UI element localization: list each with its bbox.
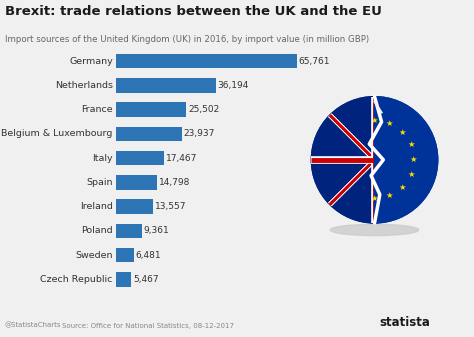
Text: ★: ★ — [407, 170, 414, 179]
Text: France: France — [81, 105, 113, 114]
Text: Italy: Italy — [92, 154, 113, 162]
Bar — [116, 54, 297, 68]
Text: 36,194: 36,194 — [217, 81, 249, 90]
Text: 13,557: 13,557 — [155, 202, 187, 211]
Text: ★: ★ — [399, 183, 406, 192]
Text: ★: ★ — [407, 140, 414, 149]
Bar — [116, 199, 154, 214]
Bar — [116, 272, 131, 286]
Text: 14,798: 14,798 — [158, 178, 190, 187]
Bar — [116, 175, 157, 190]
Text: Germany: Germany — [69, 57, 113, 65]
Text: ★: ★ — [371, 194, 378, 204]
Text: Belgium & Luxembourg: Belgium & Luxembourg — [1, 129, 113, 138]
Text: 25,502: 25,502 — [188, 105, 219, 114]
Text: Source: Office for National Statistics, 08-12-2017: Source: Office for National Statistics, … — [62, 323, 234, 329]
Text: Spain: Spain — [86, 178, 113, 187]
Text: 65,761: 65,761 — [299, 57, 330, 65]
Ellipse shape — [330, 224, 419, 236]
Wedge shape — [311, 97, 374, 223]
Bar — [116, 78, 216, 93]
Text: Ireland: Ireland — [80, 202, 113, 211]
Bar — [116, 102, 186, 117]
Text: 23,937: 23,937 — [183, 129, 215, 138]
Bar — [116, 126, 182, 141]
Text: 17,467: 17,467 — [166, 154, 197, 162]
Text: ★: ★ — [386, 191, 393, 201]
Text: 6,481: 6,481 — [136, 251, 161, 259]
Bar — [116, 151, 164, 165]
Bar — [116, 223, 142, 238]
Text: Netherlands: Netherlands — [55, 81, 113, 90]
Text: 5,467: 5,467 — [133, 275, 158, 284]
Text: 9,361: 9,361 — [144, 226, 169, 235]
Text: ★: ★ — [399, 128, 406, 136]
Wedge shape — [374, 97, 438, 223]
Text: Import sources of the United Kingdom (UK) in 2016, by import value (in million G: Import sources of the United Kingdom (UK… — [5, 35, 369, 44]
Text: ★: ★ — [371, 116, 378, 125]
Text: ★: ★ — [386, 119, 393, 128]
Text: ★: ★ — [410, 155, 418, 164]
Circle shape — [311, 97, 438, 223]
Text: Sweden: Sweden — [75, 251, 113, 259]
Text: Czech Republic: Czech Republic — [40, 275, 113, 284]
Bar — [116, 248, 134, 262]
Text: Brexit: trade relations between the UK and the EU: Brexit: trade relations between the UK a… — [5, 5, 382, 18]
Text: Poland: Poland — [81, 226, 113, 235]
Text: @StatistaCharts: @StatistaCharts — [5, 322, 61, 329]
Text: statista: statista — [379, 315, 430, 329]
